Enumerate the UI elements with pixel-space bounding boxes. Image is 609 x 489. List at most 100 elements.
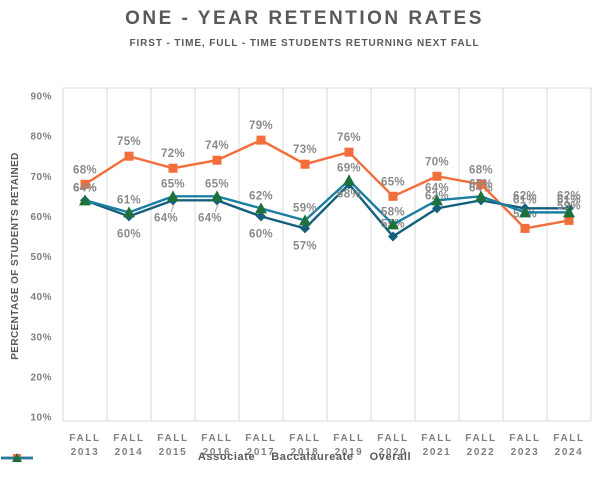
data-label: 65% <box>205 178 229 190</box>
x-tick-label-year: 2013 <box>71 447 100 458</box>
marker-triangle-overall <box>343 174 355 186</box>
chart-title: ONE - YEAR RETENTION RATES <box>125 8 484 29</box>
marker-triangle-overall <box>475 190 487 202</box>
chart-subtitle: FIRST - TIME, FULL - TIME STUDENTS RETUR… <box>129 38 480 49</box>
marker-square-baccalaureate <box>476 179 486 189</box>
marker-square-baccalaureate <box>388 191 398 201</box>
marker-square-baccalaureate <box>124 151 134 161</box>
marker-square-baccalaureate <box>256 135 266 145</box>
x-tick-label-year: 2015 <box>159 447 188 458</box>
x-tick-label-year: 2024 <box>555 447 584 458</box>
marker-diamond-associate <box>300 223 310 234</box>
line-overall <box>84 178 569 226</box>
x-tick-label-year: 2020 <box>379 447 408 458</box>
label-leader-line <box>170 204 175 213</box>
line-baccalaureate <box>84 138 570 230</box>
x-tick-label-term: FALL <box>201 433 232 444</box>
marker-triangle-overall <box>255 202 267 214</box>
data-label: 61% <box>117 194 141 206</box>
legend-triangle-icon <box>1 453 33 462</box>
data-label: 74% <box>205 140 229 152</box>
x-tick-label-term: FALL <box>377 433 408 444</box>
data-label: 61% <box>557 194 581 206</box>
label-leader-line <box>214 204 219 213</box>
data-label: 72% <box>161 148 185 160</box>
x-tick-label-year: 2022 <box>467 447 496 458</box>
y-tick-label: 70% <box>30 172 52 183</box>
data-label: 64% <box>198 212 222 224</box>
data-label: 70% <box>425 156 449 168</box>
data-label: 62% <box>557 190 581 202</box>
marker-diamond-associate <box>256 211 266 222</box>
data-label: 69% <box>337 162 361 174</box>
x-tick-label-term: FALL <box>69 433 100 444</box>
legend-label: Associate <box>197 451 256 463</box>
marker-triangle-overall <box>519 206 531 218</box>
y-tick-label: 90% <box>30 92 52 103</box>
y-tick-label: 10% <box>30 413 52 424</box>
data-label: 65% <box>381 176 405 188</box>
x-tick-label-term: FALL <box>421 433 452 444</box>
x-tick-label-year: 2016 <box>203 447 232 458</box>
x-tick-label-term: FALL <box>553 433 584 444</box>
y-tick-label: 40% <box>30 292 52 303</box>
marker-triangle-overall <box>563 206 575 218</box>
marker-triangle-overall <box>79 194 91 206</box>
data-label: 62% <box>513 190 537 202</box>
y-tick-label: 60% <box>30 212 52 223</box>
marker-square-baccalaureate <box>520 223 530 233</box>
x-tick-label-term: FALL <box>245 433 276 444</box>
data-label: 57% <box>293 240 317 252</box>
data-label: 68% <box>73 164 97 176</box>
marker-square-baccalaureate <box>300 159 310 169</box>
x-tick-label-term: FALL <box>157 433 188 444</box>
data-label: 62% <box>249 190 273 202</box>
y-tick-label: 30% <box>30 332 52 343</box>
data-label: 64% <box>154 212 178 224</box>
data-label: 59% <box>557 200 581 212</box>
line-associate <box>84 182 569 239</box>
marker-triangle-overall <box>211 190 223 202</box>
x-tick-label-year: 2023 <box>511 447 540 458</box>
data-label: 61% <box>513 194 537 206</box>
legend-label: Baccalaureate <box>271 451 354 463</box>
marker-square-baccalaureate <box>564 215 574 225</box>
y-tick-label: 20% <box>30 372 52 383</box>
data-label: 59% <box>293 202 317 214</box>
marker-triangle-overall <box>299 214 311 226</box>
data-label: 76% <box>337 132 361 144</box>
legend-item-overall: Overall <box>1 451 412 463</box>
x-tick-label-year: 2017 <box>247 447 276 458</box>
x-tick-label-term: FALL <box>465 433 496 444</box>
marker-square-baccalaureate <box>80 179 90 189</box>
marker-square-baccalaureate <box>168 163 178 173</box>
marker-triangle-overall <box>431 194 443 206</box>
marker-triangle-overall <box>167 190 179 202</box>
data-label: 68% <box>469 164 493 176</box>
data-label: 64% <box>425 182 449 194</box>
marker-diamond-associate <box>432 203 442 214</box>
x-tick-label-year: 2018 <box>291 447 320 458</box>
data-label: 75% <box>117 136 141 148</box>
data-label: 73% <box>293 144 317 156</box>
x-tick-label-year: 2014 <box>115 447 144 458</box>
marker-triangle-overall <box>387 218 399 230</box>
data-label: 65% <box>161 178 185 190</box>
x-tick-label-year: 2019 <box>335 447 364 458</box>
legend-item-baccalaureate: Baccalaureate <box>1 451 354 463</box>
data-label: 60% <box>117 228 141 240</box>
data-label: 68% <box>337 188 361 200</box>
x-tick-label-term: FALL <box>113 433 144 444</box>
marker-square-baccalaureate <box>212 155 222 165</box>
marker-square-baccalaureate <box>432 171 442 181</box>
data-label: 58% <box>381 206 405 218</box>
x-tick-label-term: FALL <box>289 433 320 444</box>
y-tick-label: 50% <box>30 252 52 263</box>
marker-triangle-overall <box>123 206 135 218</box>
data-label: 79% <box>249 120 273 132</box>
chart-legend: Associate Baccalaureate Overall <box>0 451 609 463</box>
x-tick-label-term: FALL <box>509 433 540 444</box>
marker-square-baccalaureate <box>344 147 354 157</box>
